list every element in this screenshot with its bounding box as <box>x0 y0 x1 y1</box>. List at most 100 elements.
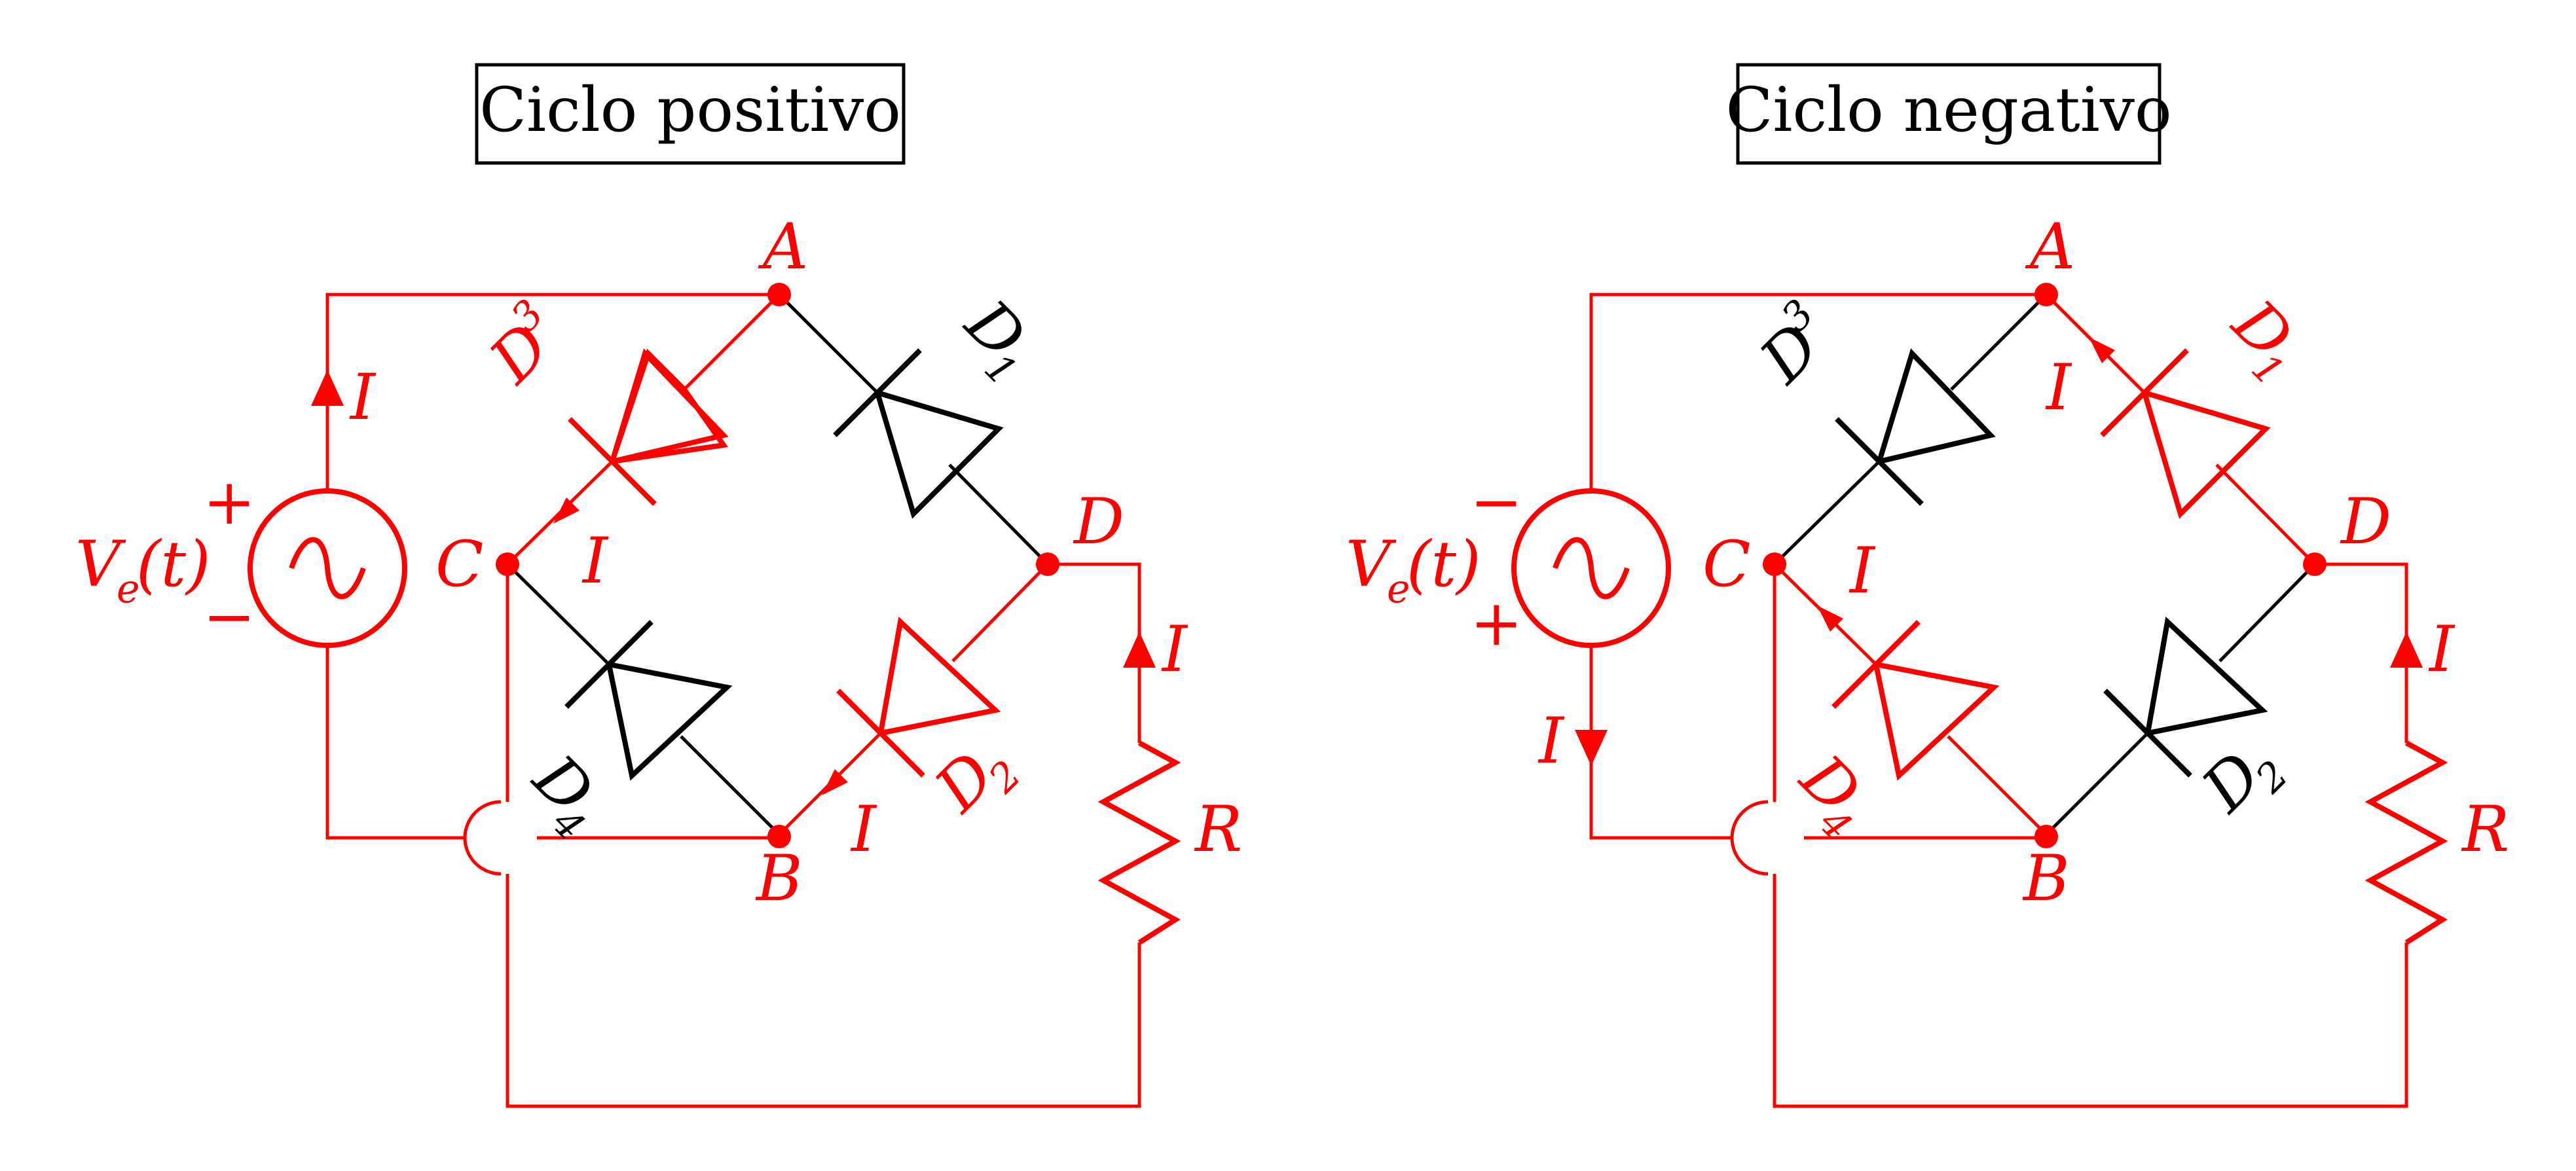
current-label-source: I <box>349 361 377 434</box>
current-label-d2: I <box>850 793 877 866</box>
resistor-r <box>2364 740 2448 945</box>
source-label-arg: (t) <box>1407 528 1481 601</box>
node-label-c: C <box>1702 528 1750 601</box>
diode-label-d4: D 4 <box>1786 740 1874 850</box>
node-b <box>2034 825 2058 848</box>
diode-d4-triangle <box>1872 660 2000 781</box>
diode-d3-tri <box>608 348 729 465</box>
panel-title: Ciclo negativo <box>1725 75 2171 146</box>
diode-label-d2: D 2 <box>921 738 1031 827</box>
diode-d2-triangle <box>877 617 1001 737</box>
wire-d-to-resistor <box>2315 562 2408 743</box>
wire-return-loop <box>1773 874 2408 1108</box>
polarity-bottom: − <box>203 580 255 653</box>
source-label-sub: e <box>117 566 140 612</box>
ac-source-circle <box>248 488 407 648</box>
diode-label-d2: D 2 <box>2188 738 2298 827</box>
wire-a-to-source <box>1589 293 2046 491</box>
source-label-arg: (t) <box>136 528 210 601</box>
title-box <box>1736 63 2162 165</box>
diode-label-d3: D 3 <box>1746 291 1834 397</box>
diode-d3 <box>568 348 729 506</box>
diode-d1-bar <box>833 348 922 437</box>
panel-title: Ciclo positivo <box>479 75 901 146</box>
diode-d4-bar <box>1831 620 1921 709</box>
diode-d2 <box>2103 617 2268 778</box>
source-label: V e (t) <box>75 528 210 612</box>
diode-d3 <box>1835 348 1996 506</box>
node-label-b: B <box>2022 842 2070 915</box>
panel-positive-cycle: Ciclo positivo <box>75 63 1242 1108</box>
current-label-source: I <box>1537 704 1565 778</box>
source-label-v: V <box>1346 528 1397 601</box>
arrow-up-resistor-icon <box>1123 632 1156 668</box>
wire-d4-b <box>680 735 781 836</box>
arrow-d2-b-icon <box>822 769 848 795</box>
panel-negative-cycle: Ciclo negativo <box>1346 63 2509 1108</box>
labels-black: D 3 D 2 <box>1746 291 2298 827</box>
wire-a-d1 <box>778 293 879 394</box>
wire-d2-b <box>2045 732 2149 836</box>
current-label-d1: I <box>2045 351 2072 424</box>
wire-source-to-b <box>1589 645 2046 876</box>
arrow-d3-c-icon <box>553 497 580 524</box>
wire-a-to-source <box>325 293 779 491</box>
arrow-d4-c-icon <box>1817 605 1843 632</box>
node-label-a: A <box>2025 210 2075 283</box>
node-label-a: A <box>758 210 808 283</box>
wire-a-d3 <box>683 293 781 391</box>
node-d <box>2303 552 2327 576</box>
wire-c-d4 <box>506 563 610 666</box>
wire-return-loop <box>506 874 1141 1108</box>
node-label-c: C <box>435 528 483 601</box>
diode-label-d3: D 3 <box>475 291 564 397</box>
diode-d1 <box>2100 348 2271 519</box>
title-box <box>475 63 906 165</box>
current-label-d4: I <box>1849 534 1876 607</box>
arrow-down-source-icon <box>1575 730 1608 766</box>
active-wires <box>325 293 1141 1108</box>
labels-red: A B C D I I I I R + − V e (t) D 3 D 2 <box>75 210 1242 915</box>
arrow-up-resistor-icon <box>2390 632 2423 668</box>
diode-d4 <box>1831 620 2000 781</box>
inactive-wires <box>1773 293 2316 836</box>
current-arrows <box>1575 337 2423 766</box>
current-label-resistor: I <box>1161 613 1188 686</box>
ac-source <box>248 488 407 648</box>
ac-source-sine-icon <box>1553 537 1630 600</box>
current-label-resistor: I <box>2428 613 2456 686</box>
diode-d1-triangle <box>874 389 1004 519</box>
wire-d4-b <box>1947 735 2048 836</box>
polarity-bottom: + <box>1470 586 1522 660</box>
diode-d2-triangle <box>2144 617 2268 737</box>
node-c <box>496 552 519 576</box>
ac-source-circle <box>1511 488 1671 648</box>
diode-d4-triangle <box>605 660 733 781</box>
nodes <box>496 283 1059 848</box>
resistor-label: R <box>1194 793 1242 866</box>
diode-d2-bar <box>2103 689 2192 778</box>
current-arrows <box>311 370 1156 795</box>
arrow-d1-a-icon <box>2089 337 2115 363</box>
node-b <box>767 825 791 848</box>
active-wires <box>1589 293 2408 1108</box>
diode-label-d4: D 4 <box>519 740 607 850</box>
arrow-up-source-icon <box>311 370 344 406</box>
node-c <box>1763 552 1786 576</box>
node-d <box>1036 552 1059 576</box>
wire-d-d2 <box>2218 563 2316 662</box>
diode-d3-bar <box>568 417 657 506</box>
resistor-label: R <box>2461 793 2509 866</box>
diode-d1-triangle <box>2141 389 2271 519</box>
diode-d3-triangle <box>1875 348 1996 465</box>
resistor-r <box>1097 740 1181 945</box>
wire-d1-d <box>948 463 1049 566</box>
diode-d1-bar <box>2100 348 2189 437</box>
node-a <box>2034 283 2058 306</box>
wire-d1-d <box>2215 463 2316 566</box>
wire-d3-c <box>1773 460 1881 566</box>
diode-d3-bar <box>1835 417 1924 506</box>
diode-d1 <box>833 348 1004 519</box>
diode-d2-bar <box>836 689 925 778</box>
